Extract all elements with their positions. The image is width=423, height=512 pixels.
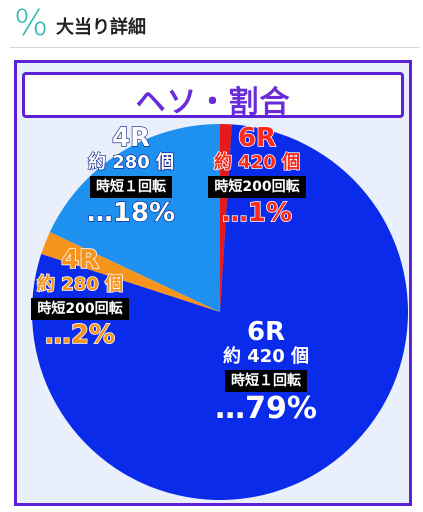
label-4r-18-amount: 約 280 個	[87, 151, 175, 173]
pie-slice-3	[49, 124, 220, 312]
label-6r-1-tag: 時短200回転	[208, 176, 306, 198]
pie-slice-1	[31, 124, 409, 500]
percent-icon: %	[14, 3, 49, 44]
label-4r-18-round: 4R	[111, 123, 151, 153]
header-divider	[10, 47, 420, 48]
page-header: % 大当り詳細	[0, 0, 423, 48]
label-4r-2-tag: 時短200回転	[31, 298, 129, 320]
label-6r-1-percent: …1%	[221, 197, 293, 229]
label-6r-79: 6R 約 420 個 時短１回転 …79%	[196, 318, 336, 426]
pie-slice-0	[220, 124, 232, 312]
label-6r-79-tag: 時短１回転	[225, 370, 307, 392]
label-4r-18-tag: 時短１回転	[90, 176, 172, 198]
label-4r-2: 4R 約 280 個 時短200回転 …2%	[10, 245, 150, 351]
pie-slice-2	[41, 231, 221, 312]
label-6r-1-amount: 約 420 個	[213, 151, 301, 174]
label-6r-79-amount: 約 420 個	[222, 346, 310, 367]
label-6r-1-round: 6R	[237, 123, 277, 153]
label-4r-2-percent: …2%	[44, 319, 116, 351]
label-6r-79-percent: …79%	[215, 391, 317, 426]
label-4r-18: 4R 約 280 個 時短１回転 …18%	[66, 123, 196, 228]
chart-title: ヘソ・割合	[135, 85, 291, 120]
chart-title-box: ヘソ・割合	[22, 72, 404, 120]
label-4r-2-round: 4R	[60, 245, 100, 275]
page-title: 大当り詳細	[56, 17, 146, 38]
label-4r-2-amount: 約 280 個	[36, 273, 124, 296]
label-6r-79-round: 6R	[246, 317, 286, 347]
label-6r-1: 6R 約 420 個 時短200回転 …1%	[192, 123, 322, 229]
label-4r-18-percent: …18%	[86, 197, 176, 228]
